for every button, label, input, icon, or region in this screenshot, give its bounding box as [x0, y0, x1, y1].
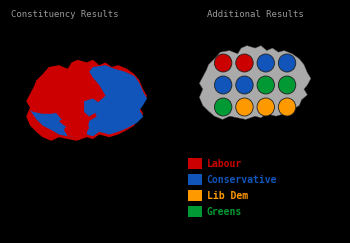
Text: Conservative: Conservative [207, 174, 277, 184]
Circle shape [215, 54, 232, 72]
Circle shape [278, 98, 296, 116]
Circle shape [278, 54, 296, 72]
Text: Additional Results: Additional Results [207, 10, 303, 19]
Polygon shape [199, 46, 311, 120]
Text: Constituency Results: Constituency Results [10, 10, 118, 19]
Circle shape [215, 98, 232, 116]
Bar [188, 158, 202, 169]
Text: Lib Dem: Lib Dem [207, 191, 248, 200]
Bar [188, 174, 202, 185]
Polygon shape [87, 65, 147, 136]
Circle shape [215, 76, 232, 94]
Text: Labour: Labour [207, 158, 242, 168]
Polygon shape [84, 98, 99, 116]
Bar [188, 206, 202, 217]
Polygon shape [51, 71, 93, 123]
Circle shape [257, 76, 274, 94]
Circle shape [236, 54, 253, 72]
Circle shape [257, 54, 274, 72]
Text: Greens: Greens [207, 207, 242, 217]
Circle shape [236, 76, 253, 94]
Bar [188, 190, 202, 201]
Circle shape [236, 98, 253, 116]
Polygon shape [26, 60, 147, 141]
Circle shape [257, 98, 274, 116]
Circle shape [278, 76, 296, 94]
Polygon shape [64, 119, 89, 137]
Polygon shape [30, 110, 80, 137]
